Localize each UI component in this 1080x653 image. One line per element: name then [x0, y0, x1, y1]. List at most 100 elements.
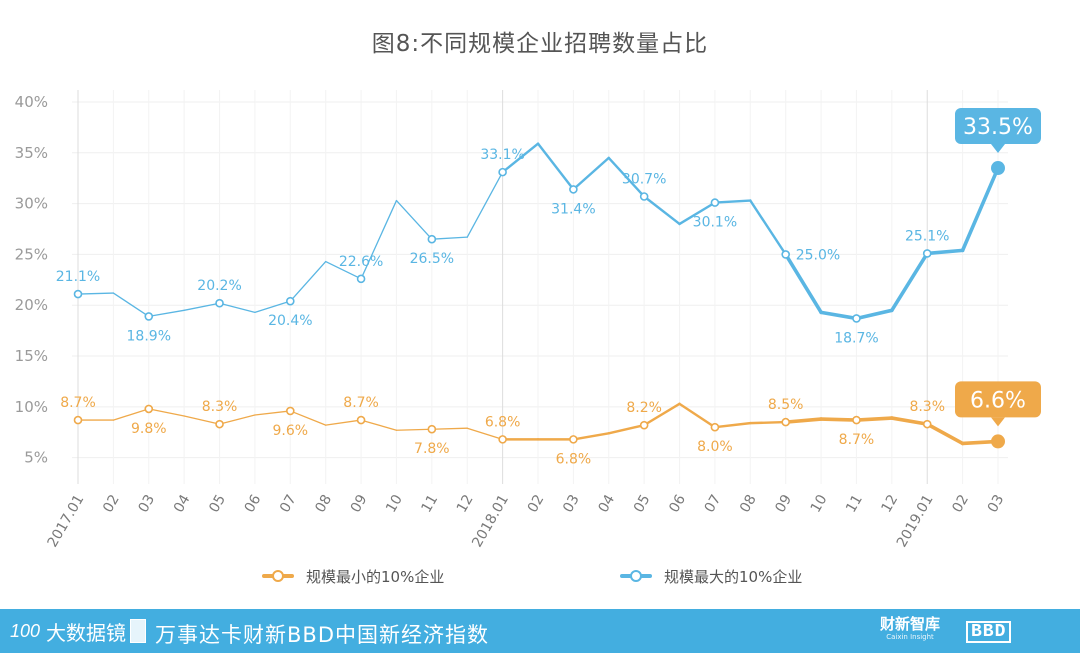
book-icon: [130, 619, 147, 643]
bbd-logo: BBD: [966, 621, 1012, 643]
series-segment: [572, 156, 610, 191]
logo-text: 大数据镜: [46, 622, 127, 645]
data-label: 26.5%: [410, 251, 454, 267]
series-segment: [607, 156, 646, 198]
series-segment: [183, 302, 221, 311]
data-label: 9.8%: [131, 421, 167, 437]
x-tick-label: 03: [985, 492, 1008, 515]
series-segment: [890, 416, 930, 426]
series-segment: [289, 260, 327, 302]
data-point: [639, 420, 649, 430]
data-point: [356, 274, 366, 284]
data-point: [286, 406, 295, 416]
y-tick-label: 30%: [15, 195, 48, 213]
callout-label: 33.5%: [963, 115, 1033, 140]
data-point: [710, 198, 720, 207]
series-segment: [678, 201, 717, 226]
callout-label: 6.6%: [970, 388, 1026, 413]
x-tick-label: 03: [560, 492, 583, 515]
series-segment: [431, 427, 468, 430]
data-point: [781, 250, 790, 259]
data-point: [356, 415, 366, 425]
data-point: [781, 417, 790, 427]
series-segment: [254, 410, 291, 416]
data-label: 18.7%: [834, 330, 878, 346]
data-point: [922, 249, 932, 258]
data-label: 7.8%: [414, 441, 450, 457]
x-tick-label: 11: [419, 492, 442, 515]
series-segment: [713, 199, 752, 204]
data-label: 6.8%: [485, 414, 521, 430]
series-segment: [431, 236, 468, 240]
data-point: [569, 435, 578, 444]
series-segment: [572, 432, 610, 441]
callout-pointer: [991, 144, 1005, 154]
series-segment: [148, 408, 185, 417]
legend-item-large-firms[interactable]: 规模最大的10%企业: [620, 565, 802, 587]
series-segment: [466, 427, 504, 441]
series-segment: [925, 422, 965, 446]
series-segment: [218, 302, 256, 314]
legend-item-small-firms[interactable]: 规模最小的10%企业: [262, 565, 444, 587]
series-segment: [218, 414, 256, 425]
data-label: 20.4%: [268, 313, 312, 329]
data-point: [215, 419, 224, 429]
y-tick-label: 15%: [15, 347, 48, 365]
series-segment: [395, 428, 433, 431]
series: [73, 142, 1005, 449]
data-point: [73, 415, 83, 425]
data-point: [922, 419, 932, 429]
data-point: [569, 185, 578, 194]
x-tick-label: 07: [277, 492, 300, 515]
data-point: [73, 289, 83, 299]
y-axis-ticks: 40% 35% 30% 25% 20% 15% 10% 5%: [15, 93, 48, 467]
data-point: [427, 424, 437, 434]
series-segment: [642, 195, 681, 226]
data-point: [852, 415, 861, 425]
series-segment: [325, 260, 362, 280]
callouts: 33.5% 6.6%: [955, 108, 1041, 427]
data-label: 31.4%: [551, 201, 595, 217]
legend-swatch-blue: [620, 565, 652, 587]
legend-label: 规模最小的10%企业: [306, 567, 445, 586]
data-label: 8.7%: [839, 432, 875, 448]
series-segment: [749, 199, 787, 256]
series-segment: [501, 142, 540, 174]
data-label: 8.7%: [343, 395, 379, 411]
x-tick-label: 11: [843, 492, 866, 515]
data-labels: 21.1% 18.9% 20.2% 20.4% 22.6% 26.5% 33.1% 31.4%…: [56, 147, 950, 467]
series-segment: [960, 166, 1000, 253]
legend-label: 规模最大的10%企业: [664, 567, 803, 586]
series-segment: [783, 252, 823, 315]
legend-swatch-orange: [262, 565, 294, 587]
series-segment: [112, 292, 150, 318]
data-label: 8.3%: [202, 399, 238, 415]
series-segment: [890, 251, 930, 313]
chart-title: 图8:不同规模企业招聘数量占比: [371, 31, 709, 57]
series-segment: [783, 417, 823, 424]
data-point: [144, 404, 154, 414]
data-label: 8.0%: [697, 439, 733, 455]
data-point-last: [991, 161, 1005, 176]
callout-bubble: [955, 381, 1041, 418]
series-segment: [749, 420, 787, 425]
data-label: 25.0%: [796, 247, 840, 263]
series-segment: [466, 171, 504, 238]
data-label: 25.1%: [905, 228, 949, 244]
series-segment: [77, 292, 115, 295]
data-label: 8.2%: [626, 400, 662, 416]
series-segment: [925, 248, 965, 256]
series-segment: [854, 416, 894, 422]
x-tick-label: 2017.01: [45, 492, 88, 550]
x-tick-label: 03: [135, 492, 158, 515]
data-label: 8.7%: [60, 395, 96, 411]
data-point: [144, 312, 154, 321]
x-tick-label: 09: [348, 492, 371, 515]
y-tick-label: 40%: [15, 93, 48, 111]
x-tick-label: 12: [879, 492, 902, 515]
x-tick-label: 06: [666, 492, 689, 516]
series-segment: [289, 410, 327, 426]
x-tick-label: 02: [100, 492, 123, 515]
data-point: [286, 296, 295, 306]
data-label: 20.2%: [197, 278, 241, 294]
